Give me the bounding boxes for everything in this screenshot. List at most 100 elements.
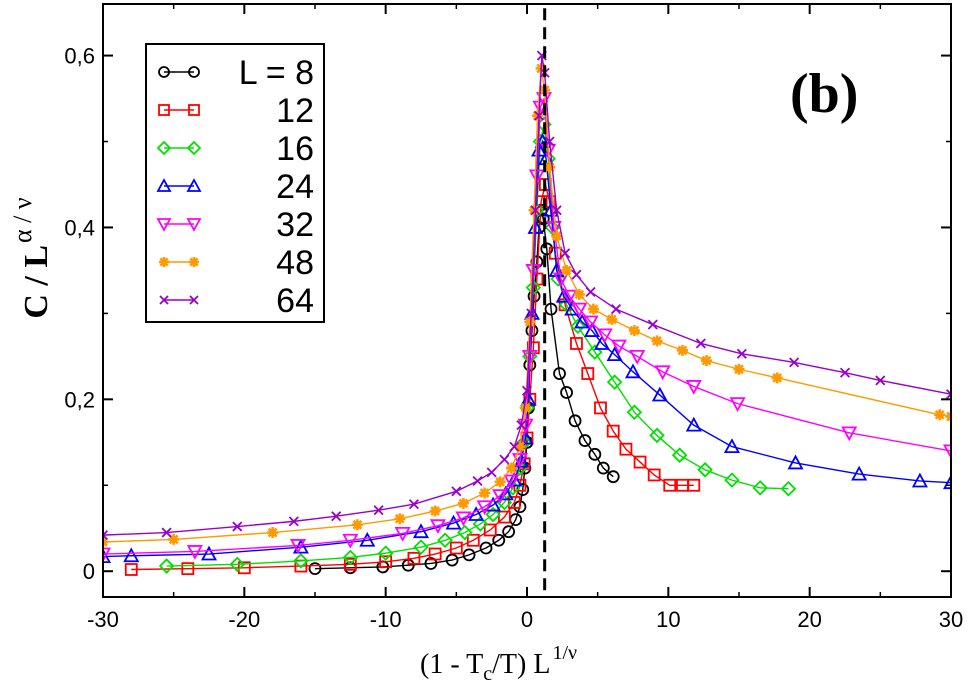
x-axis-title-part2: /T) L	[492, 649, 550, 680]
data-point	[700, 355, 712, 367]
y-tick-label: 0,6	[64, 44, 95, 69]
data-point	[514, 441, 526, 453]
data-point	[156, 140, 172, 156]
legend-box	[145, 43, 325, 323]
data-point	[472, 475, 483, 487]
data-point	[942, 474, 951, 490]
data-point	[159, 257, 169, 267]
data-point	[787, 454, 804, 470]
data-point	[533, 110, 545, 121]
data-point	[521, 385, 533, 396]
data-point	[934, 409, 946, 421]
data-point	[359, 531, 376, 547]
data-point	[647, 319, 658, 330]
y-tick-label: 0,2	[64, 387, 95, 412]
x-tick-label: 0	[521, 607, 533, 632]
data-point	[186, 140, 202, 156]
data-point	[647, 468, 661, 482]
data-point	[654, 365, 671, 381]
data-point	[752, 480, 768, 496]
data-point	[663, 478, 677, 492]
data-point	[429, 505, 441, 517]
x-axis-title: (1 - Tc/T) L 1/ν	[420, 642, 577, 685]
data-point	[606, 374, 623, 390]
data-point	[124, 563, 138, 576]
data-point	[851, 465, 868, 481]
data-point	[267, 527, 279, 539]
data-point	[555, 287, 572, 303]
data-point	[158, 558, 175, 574]
data-point	[524, 316, 536, 328]
data-point	[342, 533, 359, 549]
data-point	[610, 339, 627, 355]
data-point	[237, 561, 251, 575]
data-point	[494, 476, 506, 488]
data-point	[578, 434, 592, 447]
data-point	[875, 375, 886, 386]
data-point	[351, 519, 363, 531]
data-point	[606, 424, 620, 438]
data-point	[571, 269, 582, 280]
y-tick-label: 0	[83, 559, 95, 584]
data-point	[158, 104, 170, 116]
y-tick-label: 0,4	[64, 215, 95, 240]
data-point	[771, 372, 783, 384]
data-point	[584, 322, 601, 337]
data-point	[449, 541, 463, 555]
data-point	[695, 338, 706, 349]
data-point	[159, 295, 169, 305]
y-axis-title-main: C / L	[18, 245, 55, 319]
data-point	[509, 441, 520, 452]
data-point	[429, 519, 446, 535]
data-point	[505, 462, 517, 474]
data-point	[651, 335, 663, 347]
data-point	[188, 66, 200, 78]
legend-label: 24	[276, 168, 314, 206]
series-line	[103, 55, 951, 536]
series-line	[103, 98, 951, 555]
data-point	[520, 402, 532, 414]
data-point	[676, 344, 688, 356]
data-point	[687, 478, 701, 492]
data-point	[331, 511, 342, 522]
data-point	[511, 453, 528, 468]
data-point	[911, 472, 928, 488]
data-point	[186, 178, 202, 192]
data-point	[379, 555, 393, 569]
data-point	[528, 204, 540, 216]
data-point	[585, 286, 596, 297]
data-point	[593, 335, 610, 350]
series-line	[314, 210, 614, 570]
data-point	[466, 533, 480, 547]
data-point	[560, 386, 573, 399]
legend-label: 48	[276, 244, 314, 282]
data-point	[723, 438, 740, 454]
data-point	[472, 516, 489, 532]
data-point	[945, 389, 951, 400]
data-point	[594, 401, 607, 415]
data-point	[540, 242, 554, 256]
data-point	[451, 486, 462, 497]
data-point	[619, 442, 633, 456]
data-point	[942, 444, 951, 460]
series-L64	[103, 50, 951, 541]
data-point	[497, 510, 511, 524]
x-axis-title-exponent: 1/ν	[552, 642, 577, 664]
data-point	[377, 545, 394, 561]
data-point	[544, 161, 556, 173]
data-point	[729, 397, 746, 413]
data-point	[186, 545, 203, 560]
data-point	[550, 271, 566, 287]
x-axis-title-sub: c	[483, 663, 492, 685]
data-point	[571, 302, 588, 318]
x-tick-label: -30	[87, 607, 119, 632]
legend-label: L = 8	[239, 54, 314, 92]
data-point	[412, 523, 430, 539]
data-point	[428, 547, 442, 561]
data-point	[503, 474, 520, 490]
data-point	[724, 472, 740, 488]
x-tick-label: -10	[370, 607, 402, 632]
data-point	[229, 556, 246, 573]
data-point	[476, 500, 493, 516]
data-point	[651, 386, 668, 402]
